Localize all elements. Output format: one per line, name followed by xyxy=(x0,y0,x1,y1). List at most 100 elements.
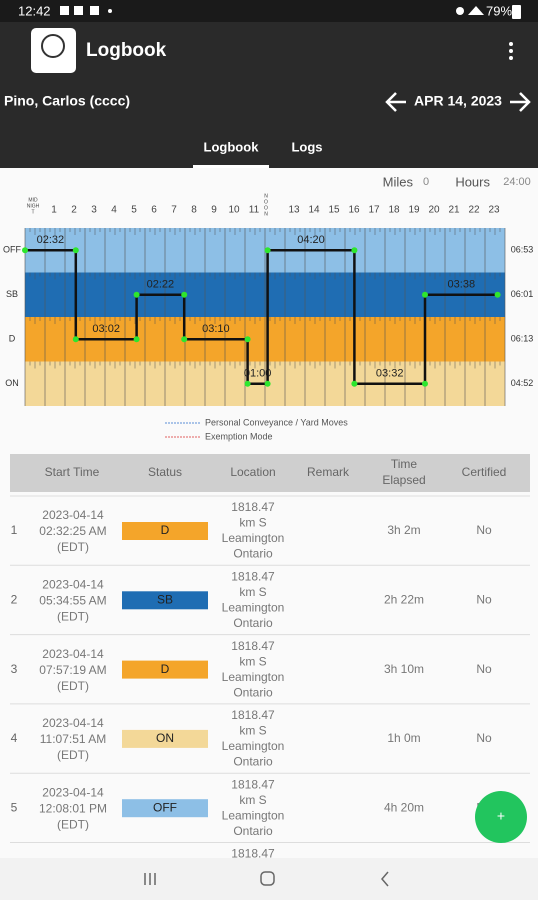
nav-bar xyxy=(0,858,538,900)
start-time: 05:34:55 AM xyxy=(39,593,106,607)
add-button[interactable] xyxy=(475,791,527,843)
certified: No xyxy=(476,523,492,537)
column-header: Location xyxy=(230,465,275,479)
column-header: Status xyxy=(148,465,182,479)
location: km S xyxy=(239,585,266,599)
hour-label: N xyxy=(264,193,268,199)
status-badge xyxy=(122,591,208,610)
status-badge-label: D xyxy=(161,523,170,537)
start-time: (EDT) xyxy=(57,679,89,693)
hour-label: 23 xyxy=(488,205,500,216)
hour-label: 10 xyxy=(228,205,240,216)
tab-logs[interactable]: Logs xyxy=(291,139,322,154)
icon xyxy=(468,6,484,15)
app-logo[interactable] xyxy=(31,28,76,73)
hour-label: NIGH xyxy=(27,203,40,209)
segment-point xyxy=(264,380,271,387)
location: Ontario xyxy=(233,616,273,630)
segment-point xyxy=(22,247,28,254)
hour-label: 18 xyxy=(388,205,400,216)
status-label: OFF xyxy=(3,245,21,255)
nav-recent[interactable] xyxy=(144,873,156,885)
column-header: Time xyxy=(391,457,418,471)
legend-label: Exemption Mode xyxy=(205,431,273,441)
legend-label: Personal Conveyance / Yard Moves xyxy=(205,417,348,427)
hour-label: 11 xyxy=(249,205,260,216)
location: Leamington xyxy=(222,600,285,614)
status-label: SB xyxy=(6,289,18,299)
icon xyxy=(60,6,69,15)
hour-label: O xyxy=(264,205,268,211)
column-header: Elapsed xyxy=(382,473,425,487)
status-label: D xyxy=(9,334,16,344)
column-header: Certified xyxy=(462,465,507,479)
segment-point xyxy=(72,247,79,254)
hour-label: 22 xyxy=(468,205,480,216)
location: Leamington xyxy=(222,808,285,822)
column-header: Start Time xyxy=(45,465,100,479)
hour-label: 7 xyxy=(171,205,177,216)
segment-duration: 02:32 xyxy=(37,234,65,246)
logo-mark xyxy=(41,34,65,58)
status-total: 06:53 xyxy=(511,245,534,255)
tab-logbook[interactable]: Logbook xyxy=(204,139,260,154)
row-index: 5 xyxy=(11,800,18,814)
nav-back[interactable] xyxy=(381,871,389,887)
hour-label: 19 xyxy=(408,205,420,216)
hour-label: 14 xyxy=(308,205,320,216)
icon xyxy=(108,9,112,13)
nav-home[interactable] xyxy=(260,871,275,886)
row-index: 3 xyxy=(11,662,18,676)
segment-point xyxy=(72,336,79,343)
row-index: 2 xyxy=(11,592,18,606)
status-badge xyxy=(122,729,208,748)
start-time: 02:32:25 AM xyxy=(39,524,106,538)
start-time: 2023-04-14 xyxy=(42,508,104,522)
hour-label: 15 xyxy=(328,205,340,216)
start-time: 11:07:51 AM xyxy=(40,732,107,746)
icon xyxy=(90,6,99,15)
hour-label: 17 xyxy=(368,205,380,216)
location: Leamington xyxy=(222,670,285,684)
location: Ontario xyxy=(233,824,273,838)
prev-day[interactable] xyxy=(385,92,406,112)
time-elapsed: 1h 0m xyxy=(387,731,420,745)
status-bar xyxy=(0,0,538,22)
segment-point xyxy=(244,380,251,387)
hour-label: 16 xyxy=(348,205,360,216)
overflow-menu[interactable] xyxy=(509,42,513,60)
clock: 12:42 xyxy=(18,3,51,18)
status-badge xyxy=(122,660,208,679)
start-time: (EDT) xyxy=(57,748,89,762)
row-index: 4 xyxy=(11,731,18,745)
start-time: 12:08:01 PM xyxy=(39,801,107,815)
next-day[interactable] xyxy=(510,92,531,112)
segment-point xyxy=(181,291,188,298)
location: 1818.47 xyxy=(231,777,275,791)
start-time: (EDT) xyxy=(57,609,89,623)
hour-label: T xyxy=(31,209,34,215)
status-total: 06:13 xyxy=(511,334,534,344)
location: km S xyxy=(239,516,266,530)
time-elapsed: 3h 10m xyxy=(384,662,424,676)
start-time: 2023-04-14 xyxy=(42,647,104,661)
segment-point xyxy=(351,247,358,254)
status-total: 06:01 xyxy=(511,289,534,299)
miles-label: Miles xyxy=(383,174,414,189)
status-badge xyxy=(122,522,208,540)
location: Ontario xyxy=(233,547,273,561)
miles-value: 0 xyxy=(423,176,429,188)
segment-duration: 03:32 xyxy=(376,368,404,380)
start-time: (EDT) xyxy=(57,540,89,554)
status-badge-label: D xyxy=(161,662,170,676)
hour-label: 9 xyxy=(211,205,217,216)
segment-point xyxy=(133,291,140,298)
start-time: 2023-04-14 xyxy=(42,716,104,730)
location: 1818.47 xyxy=(231,639,275,653)
segment-point xyxy=(494,291,501,298)
status-label: ON xyxy=(5,378,19,388)
icon xyxy=(74,6,83,15)
hour-label: 20 xyxy=(428,205,440,216)
location: Ontario xyxy=(233,685,273,699)
